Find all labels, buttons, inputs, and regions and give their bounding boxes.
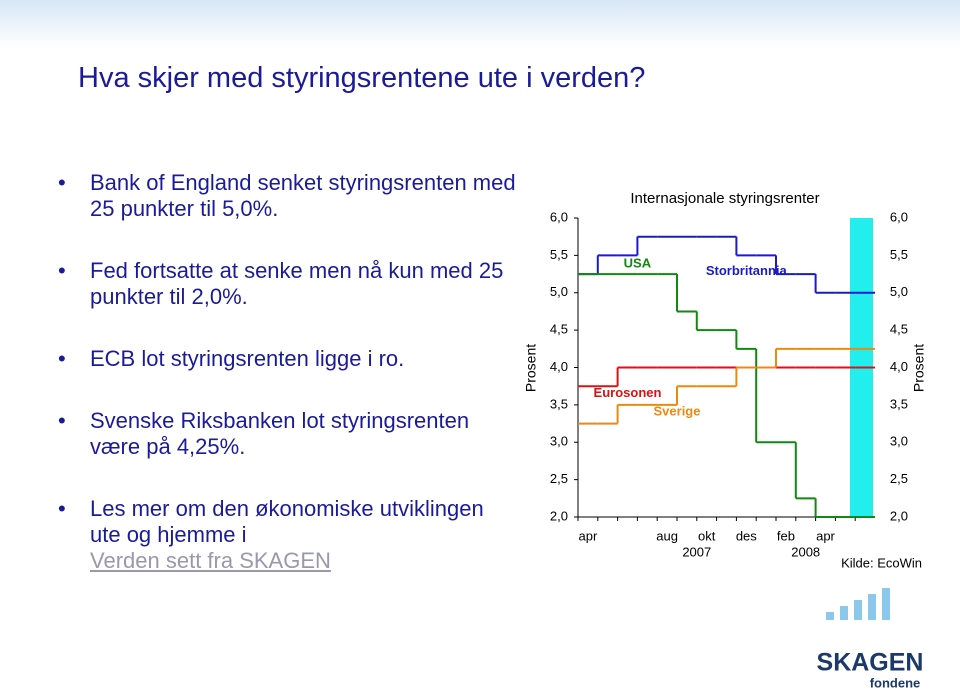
y-tick-label: 3,0 [550,434,568,449]
series-label: Storbritannia [706,263,788,278]
y2-axis-label: Prosent [911,344,927,392]
y-tick-label: 6,0 [550,209,568,224]
y2-tick-label: 2,0 [890,508,908,523]
y2-tick-label: 5,5 [890,247,908,262]
y-tick-label: 4,5 [550,322,568,337]
series-label: Eurosonen [594,385,662,400]
bullet: Svenske Riksbanken lot styringsrenten væ… [58,408,518,460]
y-axis-label: Prosent [523,344,539,392]
x-tick-label: feb [777,528,795,543]
y2-tick-label: 4,0 [890,359,908,374]
series-label: Sverige [654,404,701,419]
bullet: Bank of England senket styringsrenten me… [58,170,518,222]
y2-tick-label: 6,0 [890,209,908,224]
y2-tick-label: 5,0 [890,284,908,299]
y-tick-label: 2,0 [550,508,568,523]
logo-dot [868,594,876,620]
y-tick-label: 3,5 [550,396,568,411]
y2-tick-label: 3,5 [890,396,908,411]
x-tick-label: apr [579,528,598,543]
source: Kilde: EcoWin [841,555,922,570]
x-tick-label: apr [816,528,835,543]
link[interactable]: Verden sett fra SKAGEN [90,548,331,573]
y-tick-label: 2,5 [550,471,568,486]
y-tick-label: 4,0 [550,359,568,374]
logo-dot [826,612,834,620]
logo-dot [840,606,848,620]
x-tick-label: okt [698,528,716,543]
y2-tick-label: 2,5 [890,471,908,486]
bullet: Les mer om den økonomiske utviklingen ut… [58,496,518,574]
y-tick-label: 5,0 [550,284,568,299]
logo-dot [854,600,862,620]
y-tick-label: 5,5 [550,247,568,262]
x-tick-label: aug [656,528,678,543]
bullet: ECB lot styringsrenten ligge i ro. [58,346,518,372]
slide-title: Hva skjer med styringsrentene ute i verd… [78,62,646,94]
year-label: 2008 [791,544,820,559]
logo-text: SKAGEN [817,649,924,677]
x-tick-label: des [736,528,757,543]
logo-subtext: fondene [870,675,921,690]
y2-tick-label: 4,5 [890,322,908,337]
bullet-text: Les mer om den økonomiske utviklingen ut… [90,496,484,547]
logo: SKAGEN fondene [817,588,924,690]
header-band [0,0,960,48]
bullets: Bank of England senket styringsrenten me… [58,170,518,610]
y2-tick-label: 3,0 [890,434,908,449]
year-label: 2007 [682,544,711,559]
logo-dot [882,588,890,620]
series-label: USA [624,256,652,271]
bullet: Fed fortsatte at senke men nå kun med 25… [58,258,518,310]
chart-title: Internasjonale styringsrenter [630,190,819,207]
